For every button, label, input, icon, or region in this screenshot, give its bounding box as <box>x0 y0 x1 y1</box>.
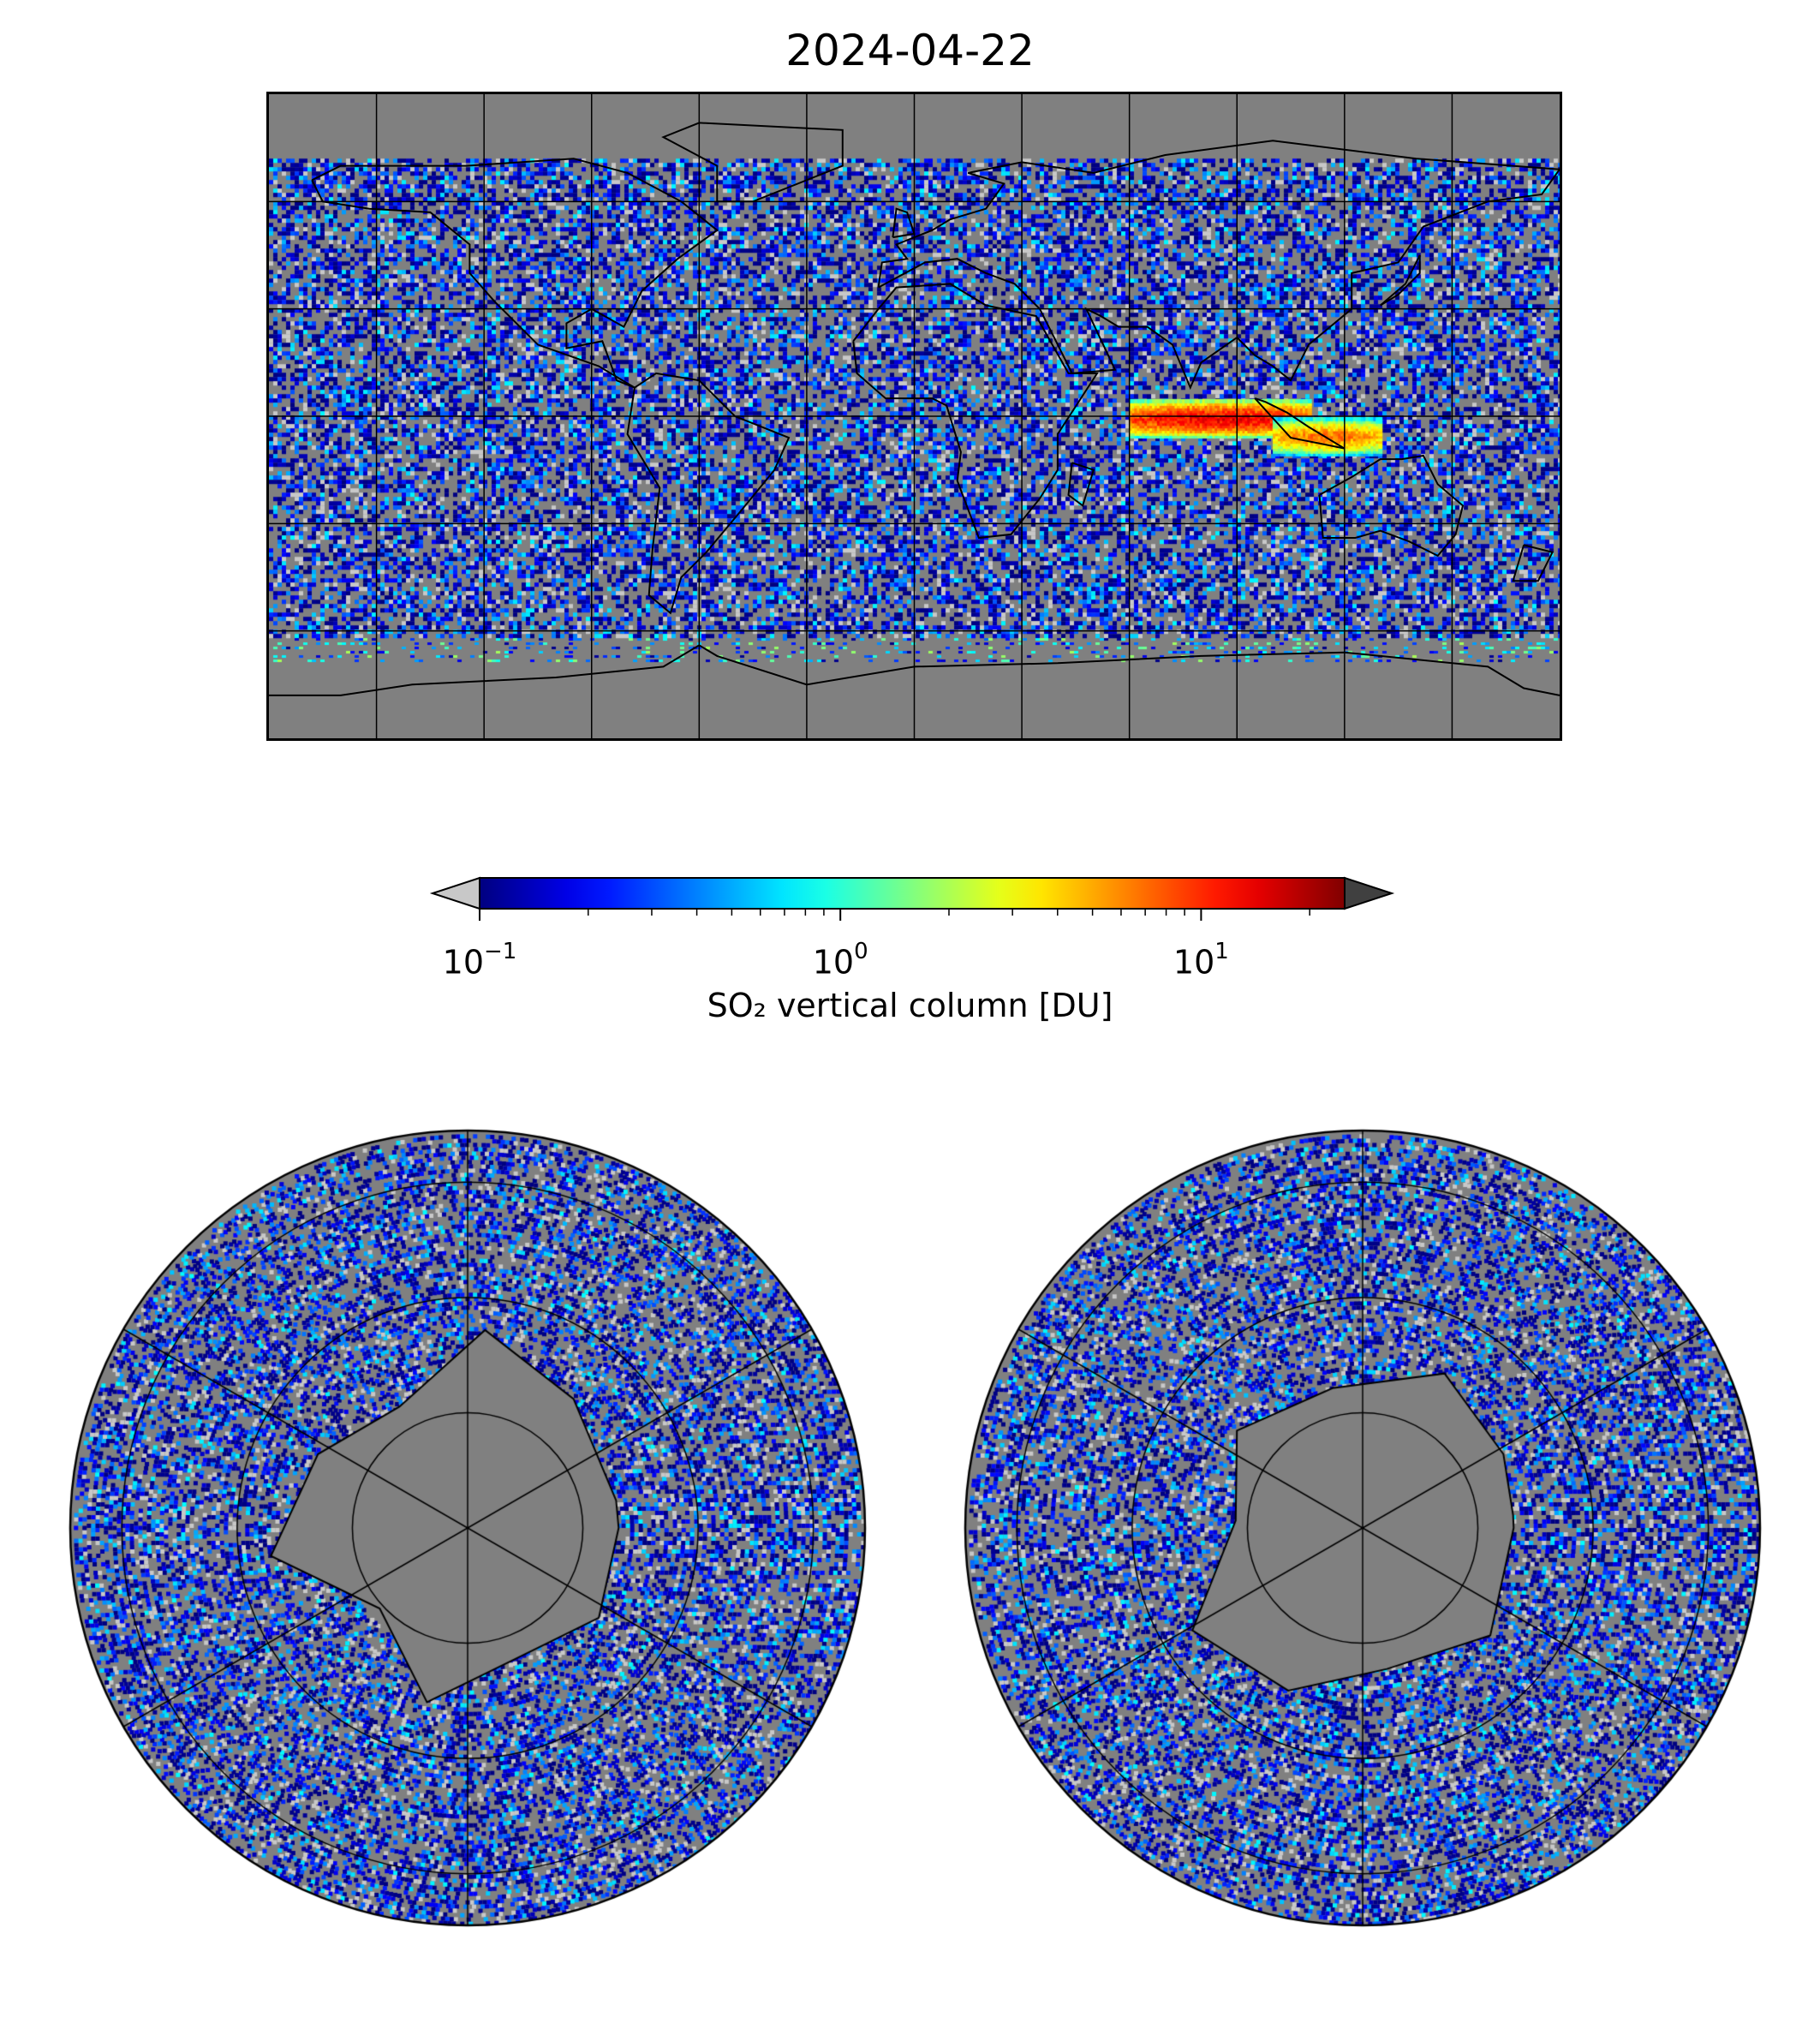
coastline-4 <box>1318 454 1465 558</box>
colorbar-tick-label: 101 <box>1173 939 1229 982</box>
coastline-2 <box>852 283 1099 540</box>
colorbar-under-extend <box>429 876 480 910</box>
coastline-5 <box>1254 397 1346 450</box>
coastline-7 <box>661 122 844 203</box>
coastline-3 <box>877 140 1560 391</box>
colorbar-tick-label: 100 <box>812 939 868 982</box>
coastline-11 <box>892 207 916 239</box>
south-polar-so2-field <box>962 1127 1763 1929</box>
colorbar-gradient <box>479 877 1346 910</box>
north-polar-so2-field <box>67 1127 868 1929</box>
colorbar-tick-label: 10−1 <box>442 939 517 982</box>
global-coastlines-grid <box>269 94 1560 738</box>
coastline-0 <box>311 158 719 389</box>
global-map <box>266 92 1562 741</box>
coastline-1 <box>626 372 791 615</box>
colorbar-label: SO₂ vertical column [DU] <box>707 987 1113 1024</box>
colorbar-over-extend <box>1344 876 1395 910</box>
coastline-9 <box>1067 462 1095 508</box>
figure-title: 2024-04-22 <box>785 26 1035 75</box>
colorbar-bar <box>429 876 1395 921</box>
colorbar: 10−1 100 101 <box>428 874 1396 1045</box>
south-polar-map <box>962 1127 1763 1929</box>
north-polar-map <box>67 1127 868 1929</box>
coastline-10 <box>1380 254 1421 307</box>
coastline-8 <box>1512 544 1554 582</box>
